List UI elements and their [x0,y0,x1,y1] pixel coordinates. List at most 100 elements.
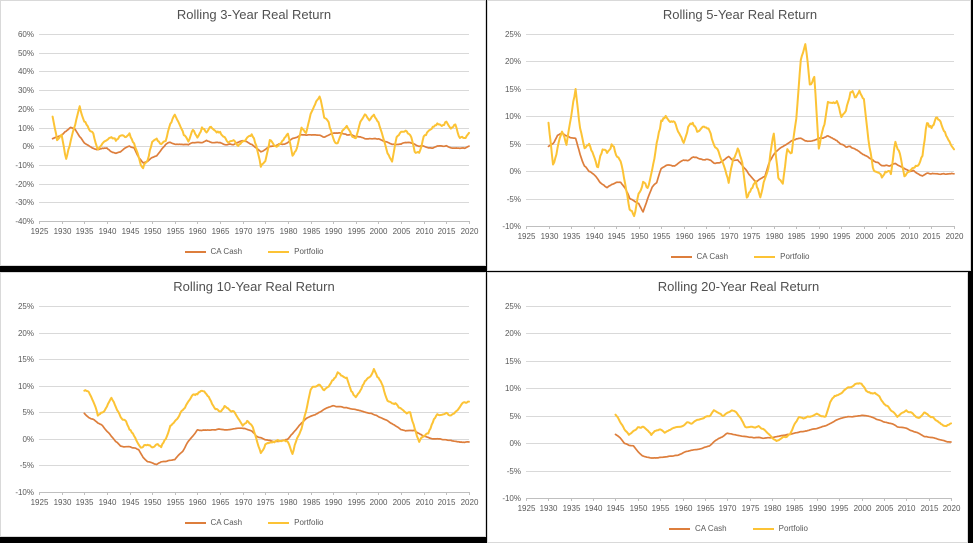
svg-text:15%: 15% [505,85,521,94]
svg-text:0%: 0% [22,142,34,151]
svg-text:1945: 1945 [608,232,626,241]
svg-text:5%: 5% [509,140,521,149]
legend-label: CA Cash [210,247,243,256]
svg-text:1950: 1950 [630,504,648,513]
svg-text:1990: 1990 [811,232,829,241]
svg-text:1935: 1935 [563,504,581,513]
svg-text:1940: 1940 [99,498,117,507]
legend-label: Portfolio [294,247,324,256]
chart-legend: CA Cash Portfolio [526,524,951,533]
svg-text:2010: 2010 [416,227,434,236]
svg-text:1955: 1955 [652,504,670,513]
svg-text:1995: 1995 [833,232,851,241]
svg-text:1925: 1925 [518,232,536,241]
svg-text:1930: 1930 [540,504,558,513]
svg-text:25%: 25% [18,302,34,311]
svg-text:25%: 25% [505,30,521,39]
svg-text:1950: 1950 [631,232,649,241]
chart-title: Rolling 3-Year Real Return [176,7,332,22]
svg-text:1995: 1995 [831,504,849,513]
svg-text:-5%: -5% [507,467,521,476]
svg-text:-10%: -10% [15,488,34,497]
svg-text:20%: 20% [18,105,34,114]
svg-text:-10%: -10% [15,161,34,170]
legend-item-ca-cash: CA Cash [670,252,728,261]
svg-text:-10%: -10% [502,222,521,231]
svg-text:1940: 1940 [586,232,604,241]
svg-text:1990: 1990 [809,504,827,513]
legend-label: CA Cash [210,518,243,527]
svg-text:50%: 50% [18,49,34,58]
svg-text:1985: 1985 [303,227,321,236]
svg-text:0%: 0% [509,439,521,448]
svg-text:1975: 1975 [742,504,760,513]
svg-text:2000: 2000 [370,227,388,236]
svg-text:1935: 1935 [76,227,94,236]
legend-line-swatch [184,250,206,253]
legend-line-swatch [268,250,290,253]
svg-text:-5%: -5% [20,461,34,470]
svg-text:60%: 60% [18,30,34,39]
legend-item-ca-cash: CA Cash [184,518,243,527]
svg-text:2015: 2015 [438,498,456,507]
legend-line-swatch [268,521,290,524]
svg-text:-5%: -5% [507,195,521,204]
svg-text:1985: 1985 [303,498,321,507]
chart-panel-5-year: 25% 20% 15% 10% 5% 0% -5% -10% 1925 1930 1935 1940 1… [487,0,971,271]
svg-text:20%: 20% [18,329,34,338]
svg-text:1930: 1930 [54,227,72,236]
svg-text:2015: 2015 [923,232,941,241]
chart-canvas: 25% 20% 15% 10% 5% 0% -5% -10% 1925 1930 1935 1940 1… [488,273,967,542]
svg-text:30%: 30% [18,86,34,95]
svg-text:1925: 1925 [518,504,536,513]
svg-text:1965: 1965 [212,498,230,507]
svg-text:1955: 1955 [167,498,185,507]
svg-text:1955: 1955 [167,227,185,236]
svg-text:1995: 1995 [348,498,366,507]
svg-text:1980: 1980 [764,504,782,513]
legend-label: Portfolio [294,518,324,527]
svg-text:2020: 2020 [461,227,479,236]
svg-text:-10%: -10% [502,494,521,503]
svg-text:5%: 5% [509,412,521,421]
svg-text:2000: 2000 [856,232,874,241]
chart-canvas: 60% 50% 40% 30% 20% 10% 0% -10% -20% -30% -40% 1925… [1,1,485,265]
svg-text:10%: 10% [18,382,34,391]
svg-text:1990: 1990 [325,498,343,507]
chart-legend: CA Cash Portfolio [39,518,469,527]
svg-text:1970: 1970 [235,498,253,507]
chart-panel-10-year: 25% 20% 15% 10% 5% 0% -5% -10% 1925 1930 1935 1940 1… [0,272,486,537]
legend-label: CA Cash [695,524,727,533]
svg-text:2005: 2005 [393,498,411,507]
chart-panel-3-year: 60% 50% 40% 30% 20% 10% 0% -10% -20% -30% -40% 1925… [0,0,486,266]
svg-text:1945: 1945 [122,227,140,236]
svg-text:5%: 5% [22,408,34,417]
svg-text:2010: 2010 [901,232,919,241]
svg-text:2020: 2020 [946,232,964,241]
svg-text:2015: 2015 [438,227,456,236]
svg-text:2020: 2020 [461,498,479,507]
svg-text:-20%: -20% [15,180,34,189]
svg-text:1965: 1965 [698,232,716,241]
svg-text:1960: 1960 [676,232,694,241]
svg-text:20%: 20% [505,57,521,66]
svg-text:1975: 1975 [257,498,275,507]
svg-text:1970: 1970 [719,504,737,513]
legend-line-swatch [754,255,776,258]
svg-text:-30%: -30% [15,198,34,207]
legend-item-portfolio: Portfolio [268,518,323,527]
chart-title: Rolling 20-Year Real Return [657,279,820,294]
svg-text:1965: 1965 [697,504,715,513]
svg-text:1965: 1965 [212,227,230,236]
legend-item-ca-cash: CA Cash [669,524,727,533]
svg-text:2010: 2010 [898,504,916,513]
svg-text:2005: 2005 [393,227,411,236]
svg-text:1940: 1940 [99,227,117,236]
svg-text:1985: 1985 [786,504,804,513]
legend-item-ca-cash: CA Cash [184,247,243,256]
chart-legend: CA Cash Portfolio [526,252,954,261]
svg-text:1930: 1930 [541,232,559,241]
svg-text:1930: 1930 [54,498,72,507]
svg-text:10%: 10% [505,112,521,121]
chart-panel-20-year: 25% 20% 15% 10% 5% 0% -5% -10% 1925 1930 1935 1940 1… [487,272,968,543]
